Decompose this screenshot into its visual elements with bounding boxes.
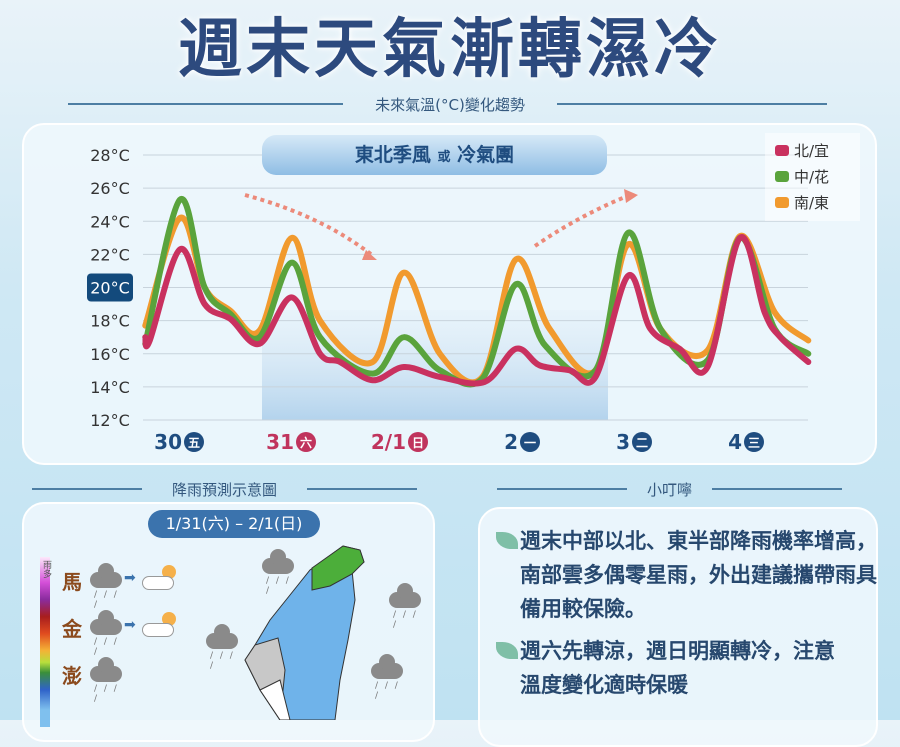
y-tick-label: 22°C xyxy=(90,245,130,264)
rain-cloud-icon: / / / / xyxy=(206,624,238,671)
y-tick-label: 16°C xyxy=(90,345,130,364)
tip-text: 週六先轉涼，週日明顯轉冷，注意溫度變化適時保暖 xyxy=(520,639,835,697)
partly-cloudy-icon xyxy=(142,576,174,590)
tips-panel xyxy=(478,507,878,747)
y-tick-label: 28°C xyxy=(90,146,130,165)
page-title: 週末天氣漸轉濕冷 xyxy=(178,13,722,87)
leaf-icon xyxy=(496,532,518,549)
legend-swatch xyxy=(775,144,789,156)
x-tick-label: 4 xyxy=(728,430,742,454)
sun-icon xyxy=(162,565,176,579)
island-matsu: 馬 xyxy=(62,570,82,594)
rain-cloud-icon: / / / / xyxy=(389,583,421,630)
trend-up-arrow xyxy=(533,193,631,248)
tip-text: 週末中部以北、東半部降雨機率增高，南部雲多偶零星雨，外出建議攜帶雨具備用較保險。 xyxy=(520,529,877,621)
rain-cloud-icon: / / / / xyxy=(262,549,294,596)
x-tick-label: 2/1 xyxy=(371,430,406,454)
trend-down-arrow xyxy=(244,193,374,257)
island-kinmen: 金 xyxy=(62,617,82,641)
y-tick-label: 20°C xyxy=(90,279,130,298)
legend-item: 中/花 xyxy=(775,163,850,189)
rain-cloud-icon: / / / / xyxy=(90,610,122,657)
partly-cloudy-icon xyxy=(142,623,174,637)
divider xyxy=(307,488,417,490)
y-tick-label: 12°C xyxy=(90,411,130,430)
weekday-badge-label: 三 xyxy=(748,436,760,450)
divider xyxy=(557,103,827,105)
weekday-badge-label: 五 xyxy=(188,436,200,450)
series-line-0 xyxy=(142,234,812,387)
label-monsoon: 東北季風 xyxy=(354,144,431,166)
weekday-badge-label: 一 xyxy=(524,436,536,450)
weekday-badge xyxy=(520,432,540,452)
temperature-chart: 28°C 26°C 24°C 22°C 20°C 18°C 16°C 14°C 12°C 30 五 3… xyxy=(87,146,812,454)
label-cold-air: 冷氣團 xyxy=(457,144,515,166)
rain-cloud-icon: / / / / xyxy=(90,657,122,704)
y-tick-label: 14°C xyxy=(90,378,130,397)
legend-swatch xyxy=(775,170,789,182)
legend: 北/宜 中/花 南/東 xyxy=(765,133,860,221)
divider xyxy=(68,103,343,105)
weekday-badge xyxy=(408,432,428,452)
arrowhead xyxy=(624,189,638,203)
tips-section-title: 小叮嚀 xyxy=(646,481,692,499)
legend-label: 北/宜 xyxy=(794,141,830,160)
tip-item: 週末中部以北、東半部降雨機率增高，南部雲多偶零星雨，外出建議攜帶雨具備用較保險。 xyxy=(496,524,890,626)
rain-scale-label: 雨多 xyxy=(41,560,51,578)
rain-period-badge: 1/31(六) – 2/1(日) xyxy=(148,510,320,538)
y-tick-label: 24°C xyxy=(90,212,130,231)
island-penghu: 澎 xyxy=(62,664,82,688)
label-or: 或 xyxy=(437,150,451,165)
weather-system-label: 東北季風 或 冷氣團 xyxy=(262,135,607,175)
weekday-badge xyxy=(632,432,652,452)
divider xyxy=(497,488,627,490)
legend-label: 中/花 xyxy=(794,167,830,186)
leaf-icon xyxy=(496,642,518,659)
weekday-badge xyxy=(744,432,764,452)
y-tick-label: 26°C xyxy=(90,179,130,198)
arrowhead xyxy=(362,250,377,260)
tip-item: 週六先轉涼，週日明顯轉冷，注意溫度變化適時保暖 xyxy=(496,634,850,702)
rain-section-title: 降雨預測示意圖 xyxy=(171,481,277,499)
divider xyxy=(712,488,842,490)
x-tick-label: 2 xyxy=(504,430,518,454)
weekday-badge xyxy=(184,432,204,452)
chart-section-title: 未來氣溫(°C)變化趨勢 xyxy=(375,96,525,114)
weekday-badge-label: 六 xyxy=(300,435,312,450)
rain-cloud-icon: / / / / xyxy=(371,654,403,701)
sun-icon xyxy=(162,612,176,626)
rain-scale-bar xyxy=(40,557,50,727)
x-tick-label: 30 xyxy=(154,430,182,454)
highlight-tick-bg xyxy=(87,273,133,302)
y-tick-label: 18°C xyxy=(90,312,130,331)
x-tick-label: 3 xyxy=(616,430,630,454)
legend-item: 南/東 xyxy=(775,189,850,215)
arrow-right-icon: ➡ xyxy=(124,617,136,633)
weekday-badge xyxy=(296,432,316,452)
weekday-badge-label: 二 xyxy=(636,436,648,450)
weekday-badge-label: 日 xyxy=(412,436,424,450)
legend-swatch xyxy=(775,196,789,208)
x-tick-label: 31 xyxy=(266,430,294,454)
arrow-right-icon: ➡ xyxy=(124,570,136,586)
divider xyxy=(32,488,142,490)
taiwan-rain-map xyxy=(244,545,365,720)
legend-item: 北/宜 xyxy=(775,137,850,163)
rain-cloud-icon: / / / / xyxy=(90,563,122,610)
legend-label: 南/東 xyxy=(794,193,830,212)
